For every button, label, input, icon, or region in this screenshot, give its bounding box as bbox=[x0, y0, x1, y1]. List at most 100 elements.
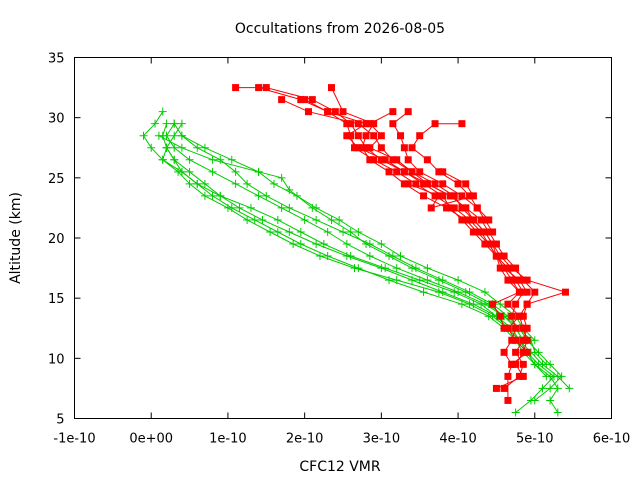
red-square-point bbox=[496, 252, 504, 260]
green-plus-point bbox=[454, 276, 463, 285]
red-square-point bbox=[469, 228, 477, 236]
red-square-point bbox=[450, 192, 458, 200]
red-square-point bbox=[404, 180, 412, 188]
red-square-point bbox=[423, 156, 431, 164]
red-square-point bbox=[458, 120, 466, 128]
green-plus-point bbox=[319, 240, 328, 249]
green-plus-point bbox=[254, 167, 263, 176]
red-square-point bbox=[377, 144, 385, 152]
red-square-point bbox=[400, 144, 408, 152]
green-plus-point bbox=[296, 240, 305, 249]
red-square-point bbox=[366, 156, 374, 164]
red-square-point bbox=[523, 288, 531, 296]
green-plus-point bbox=[254, 191, 263, 200]
green-plus-point bbox=[496, 300, 505, 309]
red-square-point bbox=[439, 168, 447, 176]
red-square-point bbox=[512, 300, 520, 308]
green-plus-point bbox=[327, 215, 336, 224]
red-square-point bbox=[512, 324, 520, 332]
green-plus-point bbox=[177, 131, 186, 140]
red-square-point bbox=[232, 84, 240, 92]
red-square-point bbox=[404, 108, 412, 116]
red-square-point bbox=[458, 204, 466, 212]
red-profile-series bbox=[408, 120, 493, 224]
red-profile-series bbox=[301, 96, 531, 368]
red-profile-series bbox=[366, 108, 531, 296]
red-square-point bbox=[504, 300, 512, 308]
plot-series bbox=[139, 84, 574, 417]
green-plus-point bbox=[339, 227, 347, 236]
red-square-point bbox=[354, 120, 362, 128]
red-square-point bbox=[508, 264, 516, 272]
red-square-point bbox=[515, 276, 523, 284]
red-square-point bbox=[523, 324, 531, 332]
red-square-point bbox=[504, 324, 512, 332]
green-plus-point bbox=[285, 227, 294, 236]
green-plus-point bbox=[296, 227, 305, 236]
red-square-point bbox=[469, 216, 477, 224]
red-square-point bbox=[489, 240, 497, 248]
green-plus-point bbox=[346, 227, 355, 236]
red-square-point bbox=[485, 216, 493, 224]
red-square-point bbox=[370, 132, 378, 140]
red-square-point bbox=[427, 204, 435, 212]
red-square-point bbox=[458, 192, 466, 200]
green-plus-point bbox=[273, 215, 282, 224]
x-ticks: -1e-10 0e+00 1e-10 2e-10 3e-10 4e-10 5e-10 6e-1… bbox=[53, 57, 630, 447]
green-plus-point bbox=[323, 227, 332, 236]
green-plus-point bbox=[415, 276, 424, 285]
red-square-point bbox=[504, 264, 512, 272]
red-square-point bbox=[446, 192, 454, 200]
red-square-point bbox=[485, 228, 493, 236]
x-tick-label: 1e-10 bbox=[209, 432, 247, 447]
red-square-point bbox=[370, 156, 378, 164]
green-plus-point bbox=[170, 119, 179, 128]
red-square-point bbox=[262, 84, 270, 92]
green-plus-point bbox=[277, 203, 286, 212]
red-profile-series bbox=[327, 84, 523, 332]
red-square-point bbox=[481, 216, 489, 224]
red-square-point bbox=[420, 180, 428, 188]
red-square-point bbox=[397, 132, 405, 140]
red-square-point bbox=[500, 264, 508, 272]
red-square-point bbox=[358, 144, 366, 152]
green-plus-point bbox=[335, 215, 344, 224]
green-plus-point bbox=[193, 179, 202, 188]
red-square-point bbox=[347, 120, 355, 128]
green-plus-point bbox=[243, 215, 252, 224]
green-plus-point bbox=[434, 276, 443, 285]
x-tick-label: 3e-10 bbox=[363, 432, 401, 447]
y-tick-label: 10 bbox=[48, 352, 65, 367]
red-square-point bbox=[327, 84, 335, 92]
green-plus-point bbox=[208, 155, 217, 164]
red-square-point bbox=[393, 168, 401, 176]
green-plus-point bbox=[235, 203, 244, 212]
red-square-point bbox=[492, 384, 500, 392]
green-plus-point bbox=[553, 408, 562, 417]
green-plus-point bbox=[530, 348, 539, 357]
green-plus-point bbox=[170, 143, 179, 152]
green-plus-point bbox=[273, 227, 282, 236]
red-square-point bbox=[297, 96, 305, 104]
green-plus-point bbox=[530, 396, 539, 405]
x-tick-label: 2e-10 bbox=[286, 432, 324, 447]
red-square-point bbox=[561, 288, 569, 296]
y-ticks: 5 10 15 20 25 30 35 bbox=[48, 52, 612, 428]
green-plus-point bbox=[350, 264, 359, 273]
green-plus-point bbox=[312, 240, 321, 249]
green-plus-point bbox=[139, 131, 148, 140]
green-plus-point bbox=[396, 252, 405, 261]
red-square-point bbox=[354, 132, 362, 140]
green-plus-point bbox=[434, 288, 443, 297]
green-plus-point bbox=[408, 264, 417, 273]
red-square-point bbox=[512, 276, 520, 284]
green-plus-point bbox=[465, 300, 474, 309]
green-plus-point bbox=[185, 167, 194, 176]
red-square-point bbox=[519, 348, 527, 356]
green-plus-point bbox=[546, 396, 555, 405]
green-plus-point bbox=[258, 215, 267, 224]
green-plus-point bbox=[315, 252, 324, 261]
green-plus-point bbox=[177, 119, 186, 128]
red-square-point bbox=[519, 336, 527, 344]
green-plus-point bbox=[530, 336, 539, 345]
